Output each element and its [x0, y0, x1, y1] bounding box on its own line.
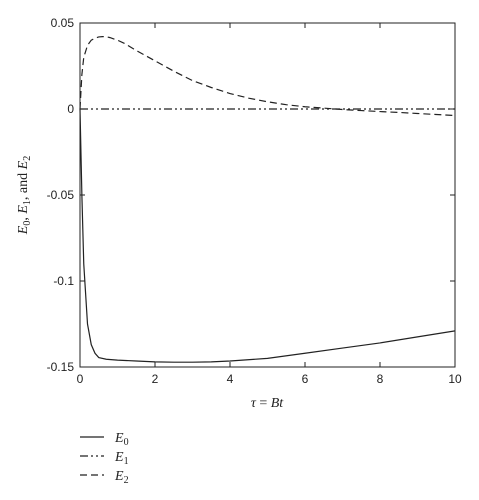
legend-symbol: E: [114, 431, 124, 446]
series-line-e0: [79, 108, 456, 363]
x-axis-title: τ = Bt: [251, 396, 284, 411]
tick-labels: 0 2 4 6 8 10 0.05 0 -0.05 -0.1 -0.15: [47, 16, 462, 386]
legend-subscript: 2: [124, 475, 129, 486]
x-tick-label: 6: [302, 372, 309, 386]
x-tick-label: 10: [448, 372, 462, 386]
x-tick-label: 4: [227, 372, 234, 386]
y-axis-title-e1: E: [16, 205, 31, 215]
y-tick-label: -0.05: [47, 188, 75, 202]
x-tick-label: 0: [77, 372, 84, 386]
y-axis-title-e2: E: [16, 160, 31, 170]
series-layer: [79, 35, 456, 363]
axis-ticks: [79, 22, 456, 368]
plot-frame: [79, 22, 456, 368]
series-line-e2: [79, 35, 456, 117]
legend-symbol: E: [114, 469, 124, 484]
legend-symbol: E: [114, 450, 124, 465]
x-tick-label: 8: [377, 372, 384, 386]
y-axis-title: E0, E1, and E2: [16, 156, 33, 235]
legend-label-0: E0: [114, 431, 129, 448]
y-tick-label: -0.15: [47, 360, 75, 374]
legend-label-2: E2: [114, 469, 129, 486]
y-axis-title-sep1: ,: [16, 214, 31, 221]
y-axis-title-sep2: , and: [16, 169, 31, 200]
legend-subscript: 1: [124, 456, 129, 467]
x-tick-label: 2: [152, 372, 159, 386]
y-tick-label: 0.05: [51, 16, 75, 30]
y-axis-title-e0: E: [16, 225, 31, 235]
x-axis-title-eq: =: [256, 396, 271, 411]
y-axis-title-e1-sub: 1: [22, 200, 33, 205]
legend-label-1: E1: [114, 450, 129, 467]
y-tick-label: 0: [67, 102, 74, 116]
legend-subscript: 0: [124, 437, 129, 448]
x-axis-title-term: Bt: [271, 396, 285, 411]
y-axis-title-e2-sub: 2: [22, 156, 33, 161]
y-tick-label: -0.1: [53, 274, 74, 288]
x-axis-title-symbol: τ: [251, 396, 257, 411]
y-axis-title-e0-sub: 0: [22, 221, 33, 226]
